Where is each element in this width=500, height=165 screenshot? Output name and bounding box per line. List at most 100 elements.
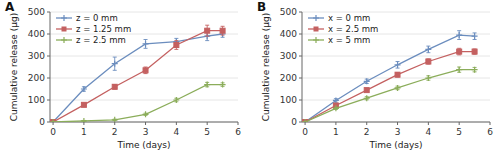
marker: [456, 32, 462, 38]
error-bar: [113, 57, 117, 70]
marker: [333, 105, 339, 111]
series-line: [53, 85, 223, 122]
marker: [302, 119, 308, 122]
error-bar: [426, 59, 430, 64]
marker: [112, 84, 117, 89]
legend-label: z = 2.5 mm: [76, 35, 126, 45]
marker: [81, 102, 86, 107]
series-line: [53, 34, 223, 122]
legend-marker: [62, 27, 67, 32]
tick-label: 3: [395, 127, 401, 137]
plot-area: [50, 25, 226, 122]
tick-label: 200: [280, 73, 297, 83]
error-bar: [457, 31, 461, 40]
grid-line: [50, 56, 238, 57]
tick-label: 200: [28, 73, 45, 83]
legend-label: z = 0 mm: [76, 13, 118, 23]
plot-area: [302, 31, 478, 122]
error-bar: [205, 25, 209, 36]
tick-label: 500: [28, 7, 45, 17]
tick-label: 4: [173, 127, 179, 137]
error-bar: [205, 82, 209, 86]
series-line: [305, 70, 475, 122]
grid-line: [302, 100, 490, 101]
marker: [425, 75, 431, 81]
marker: [472, 49, 477, 54]
tick-label: 100: [28, 95, 45, 105]
marker: [364, 88, 369, 93]
tick-label: 400: [28, 29, 45, 39]
legend-marker: [61, 37, 67, 43]
marker: [426, 59, 431, 64]
marker: [143, 68, 148, 73]
legend-label: x = 5 mm: [328, 35, 370, 45]
error-bar: [221, 26, 225, 35]
tick-label: 0: [291, 117, 297, 127]
error-bar: [144, 67, 148, 74]
tick-label: 0: [39, 117, 45, 127]
tick-label: 0: [50, 127, 56, 137]
figure: 0 100 200 300 400 500 0 1 2 3 4 5 6 Time (days) Cumula…: [0, 0, 500, 165]
error-bar: [457, 48, 461, 55]
marker: [220, 28, 225, 33]
marker: [395, 62, 401, 68]
panel-label: A: [5, 0, 15, 14]
panel-label: B: [257, 0, 266, 14]
marker: [50, 119, 56, 122]
marker: [50, 119, 56, 122]
error-bar: [457, 67, 461, 72]
marker: [204, 82, 210, 88]
x-axis-label: Time (days): [116, 140, 170, 150]
series-line: [53, 31, 223, 122]
tick-label: 1: [333, 127, 339, 137]
series-line: [305, 52, 475, 122]
error-bar: [426, 76, 430, 80]
marker: [364, 95, 370, 101]
marker: [205, 28, 210, 33]
tick-label: 3: [143, 127, 149, 137]
tick-label: 5: [204, 127, 210, 137]
marker: [220, 82, 226, 88]
marker: [143, 111, 149, 117]
tick-label: 6: [235, 127, 241, 137]
error-bar: [365, 88, 369, 92]
legend-label: z = 1.25 mm: [76, 24, 131, 34]
legend-marker: [314, 27, 319, 32]
panel: 01002003004005000123456Time (days)Cumula…: [5, 0, 241, 150]
tick-label: 500: [280, 7, 297, 17]
x-axis-label: Time (days): [368, 140, 422, 150]
tick-label: 300: [28, 51, 45, 61]
error-bar: [426, 46, 430, 53]
tick-label: 1: [81, 127, 87, 137]
error-bar: [473, 33, 477, 40]
marker: [472, 67, 478, 73]
marker: [395, 85, 401, 91]
error-bar: [473, 49, 477, 54]
grid-line: [302, 122, 490, 123]
error-bar: [396, 73, 400, 77]
legend-marker: [313, 15, 319, 21]
marker: [112, 61, 118, 67]
tick-label: 5: [456, 127, 462, 137]
error-bar: [144, 40, 148, 49]
grid-line: [302, 56, 490, 57]
x-axis-line: [302, 122, 490, 123]
marker: [81, 86, 87, 92]
marker: [81, 118, 87, 122]
error-bar: [82, 103, 86, 107]
y-axis-line: [50, 12, 51, 122]
y-axis-label: Cumulative release (μg): [261, 13, 271, 121]
error-bar: [396, 62, 400, 69]
marker: [51, 120, 56, 123]
legend-marker: [313, 37, 319, 43]
grid-line: [50, 100, 238, 101]
grid-line: [50, 78, 238, 79]
error-bar: [174, 41, 178, 50]
legend: z = 0 mmz = 1.25 mmz = 2.5 mm: [56, 13, 131, 45]
marker: [112, 117, 118, 122]
marker: [456, 67, 462, 73]
y-axis-line: [302, 12, 303, 122]
error-bar: [365, 79, 369, 83]
marker: [425, 46, 431, 52]
tick-label: 2: [364, 127, 370, 137]
